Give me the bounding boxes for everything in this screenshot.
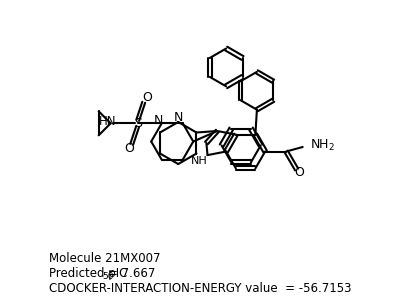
Text: Molecule 21MX007: Molecule 21MX007 xyxy=(49,251,161,265)
Text: CDOCKER-INTERACTION-ENERGY value  = -56.7153: CDOCKER-INTERACTION-ENERGY value = -56.7… xyxy=(49,281,351,295)
Text: Predicted pIC: Predicted pIC xyxy=(49,267,127,280)
Text: HN: HN xyxy=(99,115,117,128)
Text: O: O xyxy=(124,142,134,155)
Text: = 7.667: = 7.667 xyxy=(109,267,156,280)
Text: N: N xyxy=(154,114,164,127)
Text: O: O xyxy=(142,91,152,104)
Text: N: N xyxy=(173,111,183,124)
Text: NH: NH xyxy=(191,156,207,166)
Text: 50: 50 xyxy=(102,272,114,281)
Text: O: O xyxy=(295,166,305,179)
Text: NH$_2$: NH$_2$ xyxy=(310,138,335,153)
Text: S: S xyxy=(134,117,142,130)
